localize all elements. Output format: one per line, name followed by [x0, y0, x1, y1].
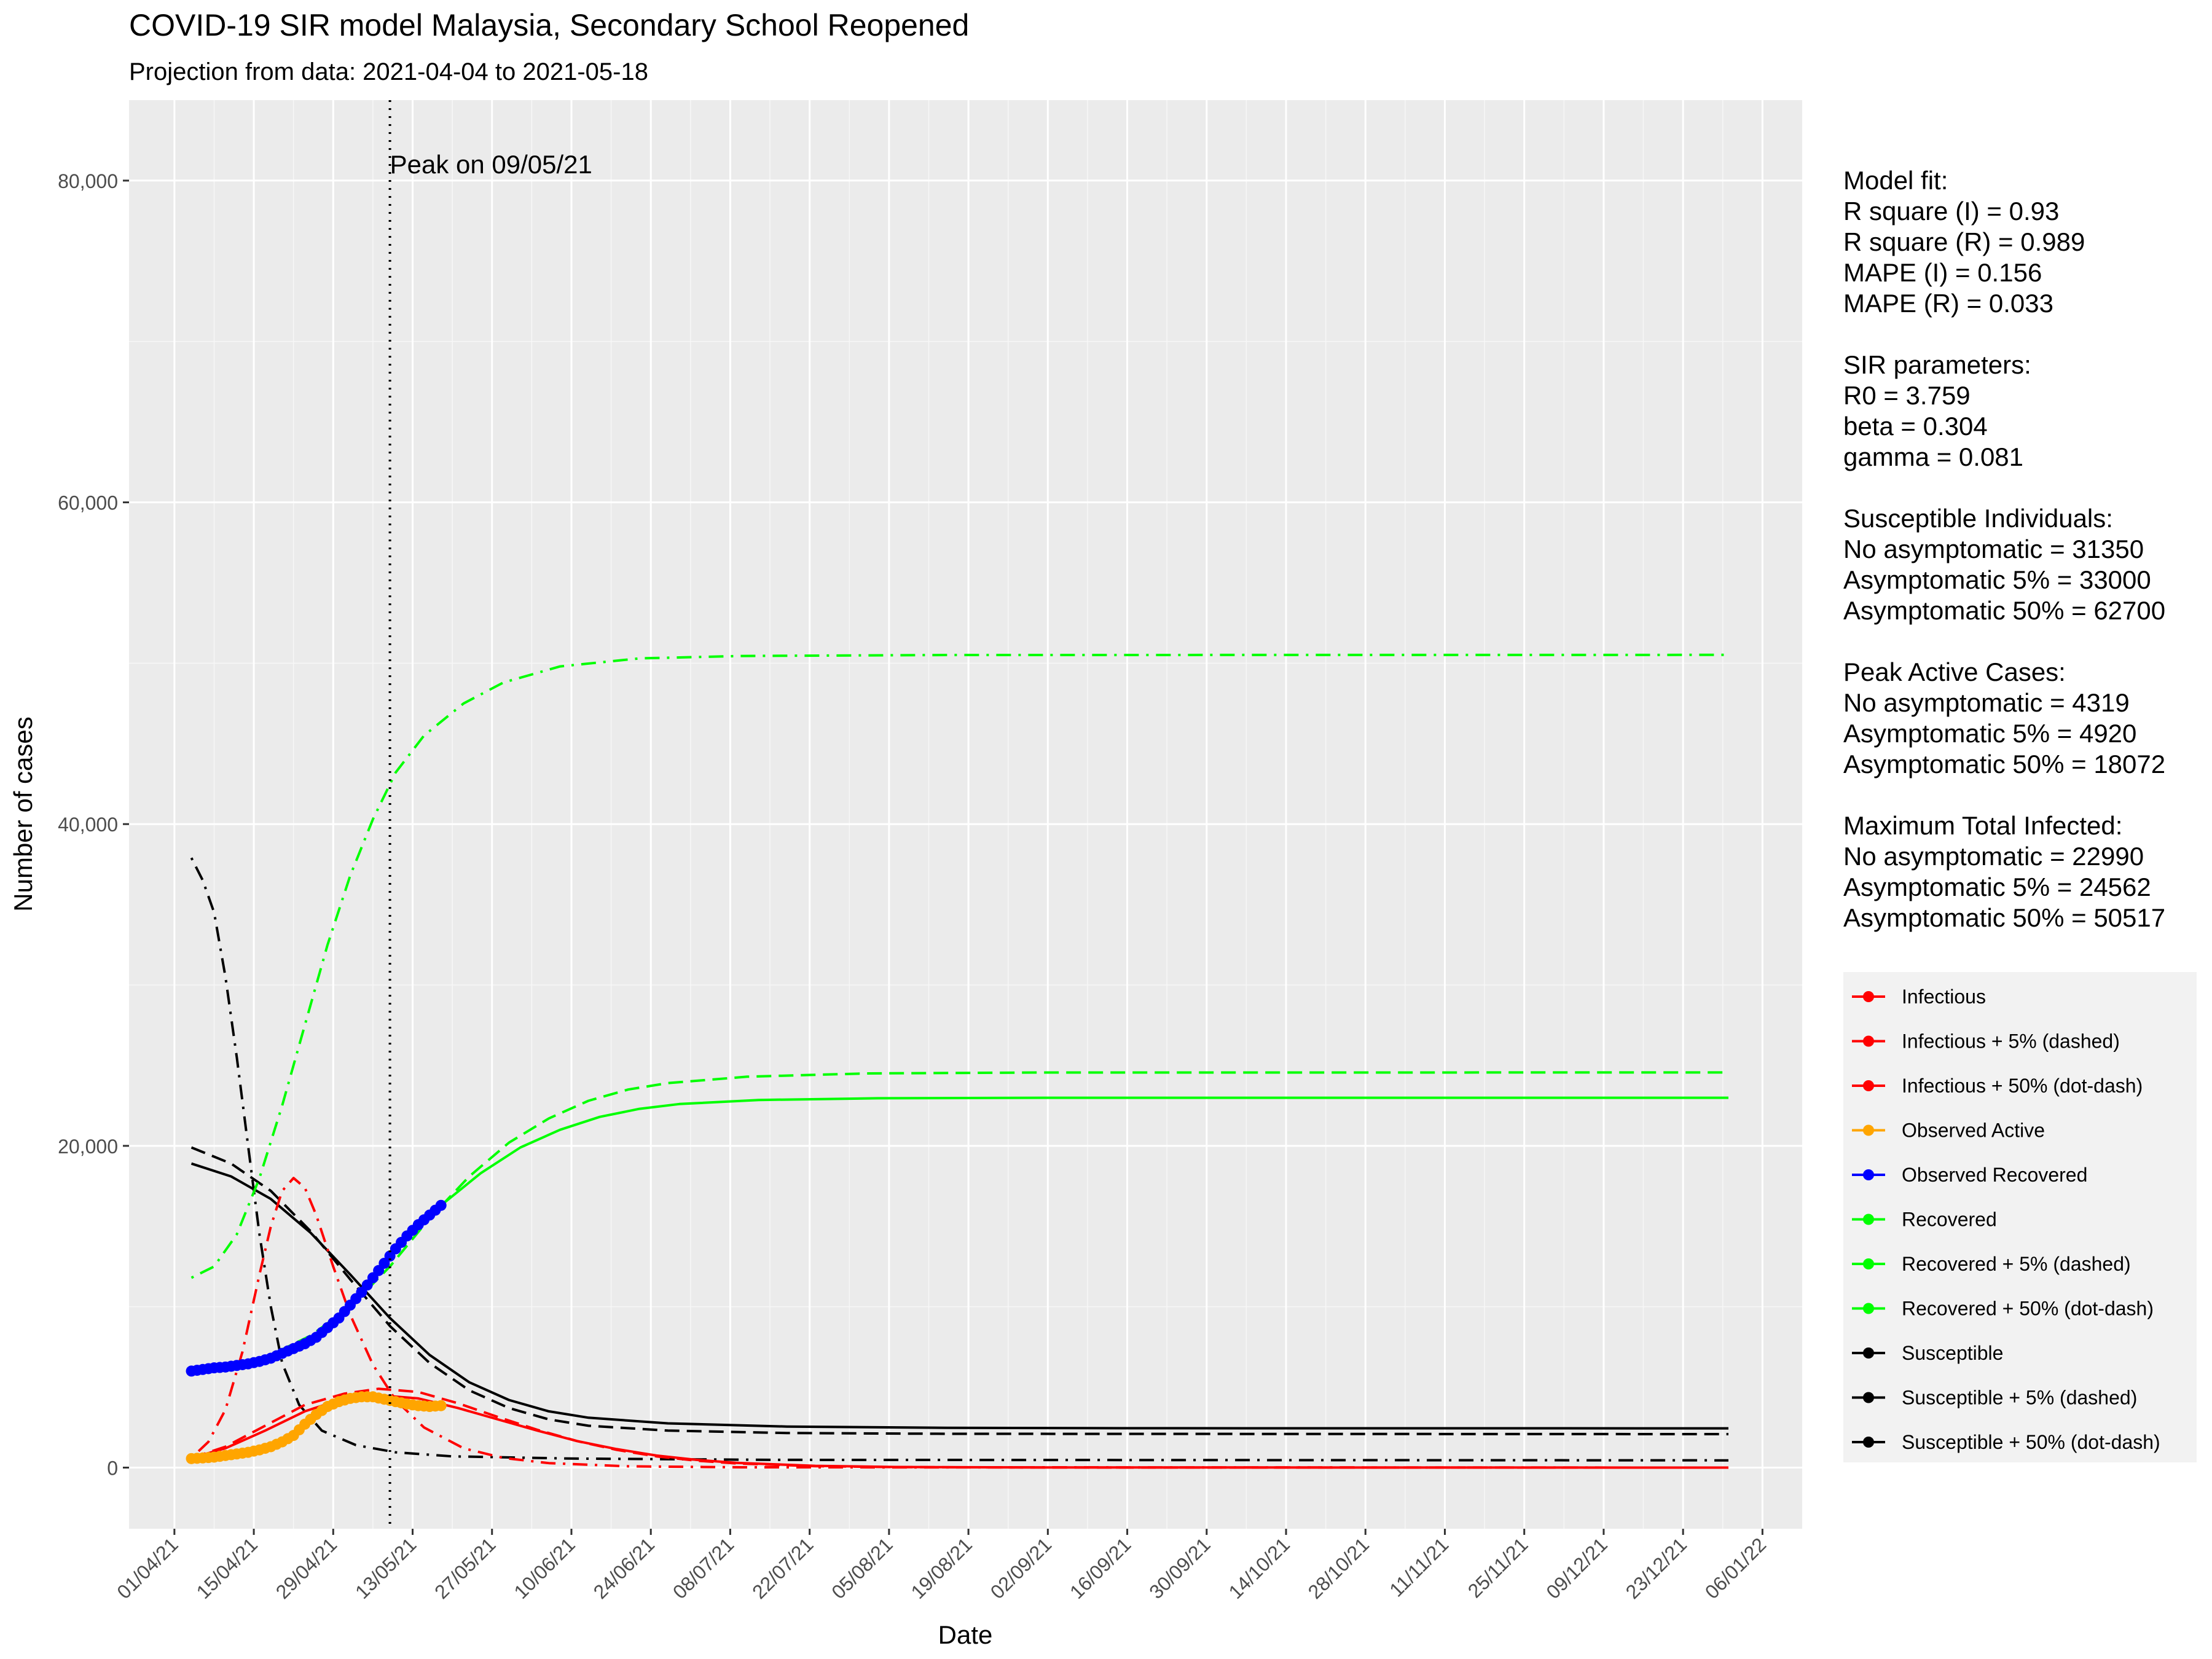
x-tick-label: 08/07/21: [669, 1533, 739, 1603]
summary-line: Model fit:: [1843, 166, 1948, 195]
summary-line: Asymptomatic 50% = 50517: [1843, 903, 2165, 932]
summary-line: R square (R) = 0.989: [1843, 227, 2085, 256]
x-tick-label: 09/12/21: [1542, 1533, 1612, 1603]
legend-label: Recovered: [1902, 1209, 1997, 1231]
y-tick-label: 0: [107, 1457, 118, 1480]
x-tick-label: 25/11/21: [1464, 1533, 1532, 1602]
x-tick-label: 24/06/21: [589, 1533, 659, 1603]
x-tick-label: 10/06/21: [509, 1533, 579, 1603]
legend-label: Infectious + 5% (dashed): [1902, 1030, 2120, 1053]
series-line: [190, 653, 1729, 1279]
summary-line: gamma = 0.081: [1843, 442, 2023, 471]
series-line: [190, 1162, 1729, 1430]
x-tick-label: 28/10/21: [1304, 1533, 1374, 1603]
legend-label: Observed Active: [1902, 1120, 2045, 1142]
plot-background: [129, 100, 1802, 1529]
major-gridlines: [129, 100, 1802, 1529]
summary-line: Asymptomatic 5% = 4920: [1843, 719, 2136, 748]
summary-line: Asymptomatic 5% = 24562: [1843, 873, 2151, 901]
summary-line: No asymptomatic = 4319: [1843, 688, 2130, 717]
series-line: [190, 1394, 1729, 1469]
series-line: [191, 1071, 1729, 1373]
x-tick-label: 01/04/21: [112, 1533, 182, 1603]
x-tick-label: 16/09/21: [1065, 1533, 1135, 1603]
plot-panel: Peak on 09/05/21: [129, 100, 1802, 1529]
x-tick-label: 22/07/21: [748, 1533, 818, 1603]
x-tick-label: 15/04/21: [192, 1533, 262, 1603]
legend-key-point: [1863, 1169, 1874, 1180]
x-tick-label: 13/05/21: [351, 1533, 421, 1603]
chart-subtitle: Projection from data: 2021-04-04 to 2021…: [129, 58, 648, 85]
y-tick-label: 20,000: [58, 1135, 118, 1158]
legend-label: Recovered + 5% (dashed): [1902, 1253, 2131, 1275]
x-tick-label: 27/05/21: [430, 1533, 500, 1603]
x-tick-label: 14/10/21: [1224, 1533, 1294, 1603]
legend-key-point: [1863, 1437, 1874, 1448]
peak-annotation: Peak on 09/05/21: [390, 150, 592, 179]
x-axis-title: Date: [938, 1620, 993, 1649]
summary-line: No asymptomatic = 22990: [1843, 842, 2144, 871]
legend-key-point: [1863, 1392, 1874, 1403]
legend-background: [1843, 972, 2197, 1462]
y-tick-label: 60,000: [58, 492, 118, 514]
data-point: [435, 1400, 447, 1411]
summary-line: Asymptomatic 50% = 62700: [1843, 596, 2165, 625]
series-line: [190, 1177, 1729, 1469]
summary-line: R square (I) = 0.93: [1843, 197, 2059, 226]
legend-key-point: [1863, 1124, 1874, 1136]
summary-line: No asymptomatic = 31350: [1843, 535, 2144, 563]
summary-line: MAPE (I) = 0.156: [1843, 258, 2042, 287]
summary-line: R0 = 3.759: [1843, 381, 1971, 410]
summary-line: MAPE (R) = 0.033: [1843, 289, 2053, 318]
legend-label: Susceptible + 5% (dashed): [1902, 1387, 2137, 1409]
x-tick-label: 19/08/21: [907, 1533, 977, 1603]
legend-key-point: [1863, 1347, 1874, 1359]
legend-label: Infectious: [1902, 986, 1986, 1008]
legend-key-point: [1863, 1214, 1874, 1225]
legend: Infectious Infectious + 5% (dashed) Infect…: [1843, 972, 2197, 1462]
series-line: [440, 1096, 1728, 1207]
legend-key-point: [1863, 1080, 1874, 1091]
legend-key-point: [1863, 1035, 1874, 1047]
summary-line: Susceptible Individuals:: [1843, 504, 2113, 533]
x-tick-label: 30/09/21: [1145, 1533, 1215, 1603]
summary-line: Maximum Total Infected:: [1843, 811, 2122, 840]
legend-label: Susceptible: [1902, 1342, 2003, 1364]
summary-line: Peak Active Cases:: [1843, 657, 2066, 686]
x-tick-label: 06/01/22: [1701, 1533, 1771, 1603]
data-point: [435, 1199, 447, 1211]
legend-label: Observed Recovered: [1902, 1164, 2087, 1186]
legend-key-point: [1863, 1303, 1874, 1314]
summary-line: Asymptomatic 5% = 33000: [1843, 565, 2151, 594]
summary-line: Asymptomatic 50% = 18072: [1843, 750, 2165, 779]
y-tick-label: 40,000: [58, 814, 118, 836]
chart-title: COVID-19 SIR model Malaysia, Secondary S…: [129, 8, 969, 42]
x-tick-label: 29/04/21: [272, 1533, 342, 1603]
x-tick-label: 02/09/21: [986, 1533, 1056, 1603]
y-tick-label: 80,000: [58, 170, 118, 192]
summary-line: beta = 0.304: [1843, 412, 1988, 441]
summary-line: SIR parameters:: [1843, 350, 2031, 379]
legend-label: Susceptible + 50% (dot-dash): [1902, 1431, 2160, 1453]
legend-label: Recovered + 50% (dot-dash): [1902, 1298, 2154, 1320]
model-summary-text: Model fit:R square (I) = 0.93R square (R…: [1843, 166, 2165, 932]
y-axis: 0 20,000 40,000 60,000 80,000: [58, 170, 129, 1480]
series-line: [190, 857, 1729, 1462]
legend-label: Infectious + 50% (dot-dash): [1902, 1075, 2143, 1097]
series-layer: [186, 653, 1729, 1469]
x-tick-label: 23/12/21: [1622, 1533, 1692, 1603]
minor-gridlines: [129, 100, 1802, 1529]
x-tick-label: 11/11/21: [1385, 1533, 1453, 1601]
x-tick-label: 05/08/21: [827, 1533, 897, 1603]
legend-key-point: [1863, 991, 1874, 1002]
legend-key-point: [1863, 1258, 1874, 1269]
x-axis: 01/04/21 15/04/21 29/04/21 13/05/21 27/05/21…: [112, 1529, 1770, 1603]
y-axis-title: Number of cases: [9, 716, 37, 911]
